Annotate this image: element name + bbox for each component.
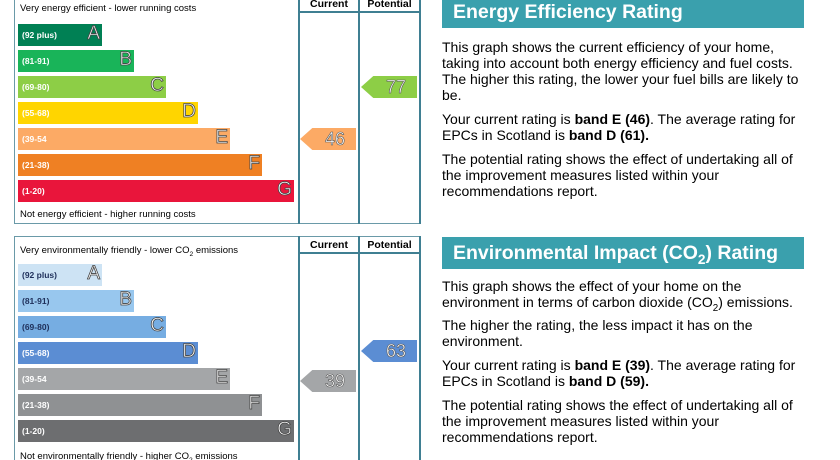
column-divider xyxy=(419,236,421,460)
panel-body: This graph shows the current efficiency … xyxy=(442,39,804,199)
band-letter: C xyxy=(150,75,165,97)
panel-title: Environmental Impact (CO2) Rating xyxy=(442,237,804,269)
potential-column-header: Potential xyxy=(367,239,412,251)
rating-band-a: (92 plus) A xyxy=(18,263,102,286)
band-letter: A xyxy=(87,23,100,45)
column-divider xyxy=(298,236,300,460)
rating-band-e: (39-54 E xyxy=(18,127,230,150)
column-divider xyxy=(298,0,300,224)
band-range: (81-91) xyxy=(22,56,50,66)
current-rating-arrow: 46 xyxy=(300,128,356,150)
environmental-impact-chart: Current Potential Very environmentally f… xyxy=(14,236,421,460)
rating-band-b: (81-91) B xyxy=(18,289,134,312)
potential-column-header: Potential xyxy=(367,0,412,10)
band-letter: A xyxy=(87,263,100,285)
band-letter: F xyxy=(248,153,260,175)
rating-band-g: (1-20) G xyxy=(18,419,294,442)
band-range: (55-68) xyxy=(22,348,50,358)
band-letter: C xyxy=(150,315,165,337)
rating-band-d: (55-68) D xyxy=(18,341,198,364)
panel-body: This graph shows the effect of your home… xyxy=(442,278,804,445)
rating-band-f: (21-38) F xyxy=(18,153,262,176)
band-letter: D xyxy=(182,341,197,363)
band-letter: B xyxy=(119,289,132,311)
potential-rating-value: 77 xyxy=(385,77,407,98)
energy-rating-chart: Current Potential Very energy efficient … xyxy=(14,0,421,224)
rating-band-b: (81-91) B xyxy=(18,49,134,72)
band-range: (21-38) xyxy=(22,160,50,170)
header-rule xyxy=(298,252,421,254)
rating-band-c: (69-80) C xyxy=(18,315,166,338)
band-letter: B xyxy=(119,49,132,71)
rating-paragraph: Your current rating is band E (39). The … xyxy=(442,356,796,389)
rating-band-d: (55-68) D xyxy=(18,101,198,124)
band-range: (92 plus) xyxy=(22,30,57,40)
current-column-header: Current xyxy=(310,239,348,251)
band-range: (55-68) xyxy=(22,108,50,118)
potential-rating-value: 63 xyxy=(385,341,407,362)
top-caption: Very energy efficient - lower running co… xyxy=(20,3,197,14)
current-rating-value: 46 xyxy=(324,129,346,150)
rating-band-e: (39-54 E xyxy=(18,367,230,390)
header-rule xyxy=(298,11,421,13)
band-letter: G xyxy=(277,419,293,441)
description-paragraph: This graph shows the effect of your home… xyxy=(442,278,793,349)
band-letter: F xyxy=(248,393,260,415)
potential-paragraph: The potential rating shows the effect of… xyxy=(442,396,793,445)
panel-title: Energy Efficiency Rating xyxy=(442,0,804,28)
rating-band-g: (1-20) G xyxy=(18,179,294,202)
top-caption: Very environmentally friendly - lower CO… xyxy=(20,245,239,258)
band-letter: E xyxy=(215,367,228,389)
band-range: (81-91) xyxy=(22,296,50,306)
energy-efficiency-panel: Energy Efficiency Rating This graph show… xyxy=(442,0,804,199)
potential-paragraph: The potential rating shows the effect of… xyxy=(442,151,793,199)
bottom-caption: Not environmentally friendly - higher CO… xyxy=(20,451,238,460)
rating-band-a: (92 plus) A xyxy=(18,23,102,46)
band-range: (92 plus) xyxy=(22,270,57,280)
band-range: (21-38) xyxy=(22,400,50,410)
band-range: (1-20) xyxy=(22,186,45,196)
current-rating-arrow: 39 xyxy=(300,370,356,392)
rating-band-c: (69-80) C xyxy=(18,75,166,98)
potential-rating-arrow: 77 xyxy=(361,76,417,98)
column-divider xyxy=(419,0,421,224)
band-letter: E xyxy=(215,127,228,149)
environmental-impact-panel: Environmental Impact (CO2) Rating This g… xyxy=(442,237,804,445)
description-paragraph: This graph shows the current efficiency … xyxy=(442,39,799,103)
band-range: (39-54 xyxy=(22,374,47,384)
band-letter: D xyxy=(182,101,197,123)
band-letter: G xyxy=(277,179,293,201)
column-divider xyxy=(358,236,360,460)
band-range: (69-80) xyxy=(22,82,50,92)
band-range: (69-80) xyxy=(22,322,50,332)
current-column-header: Current xyxy=(310,0,348,10)
current-rating-value: 39 xyxy=(324,371,346,392)
bottom-caption: Not energy efficient - higher running co… xyxy=(20,209,196,220)
potential-rating-arrow: 63 xyxy=(361,340,417,362)
column-divider xyxy=(358,0,360,224)
band-range: (39-54 xyxy=(22,134,47,144)
rating-paragraph: Your current rating is band E (46). The … xyxy=(442,111,796,143)
rating-band-f: (21-38) F xyxy=(18,393,262,416)
band-range: (1-20) xyxy=(22,426,45,436)
